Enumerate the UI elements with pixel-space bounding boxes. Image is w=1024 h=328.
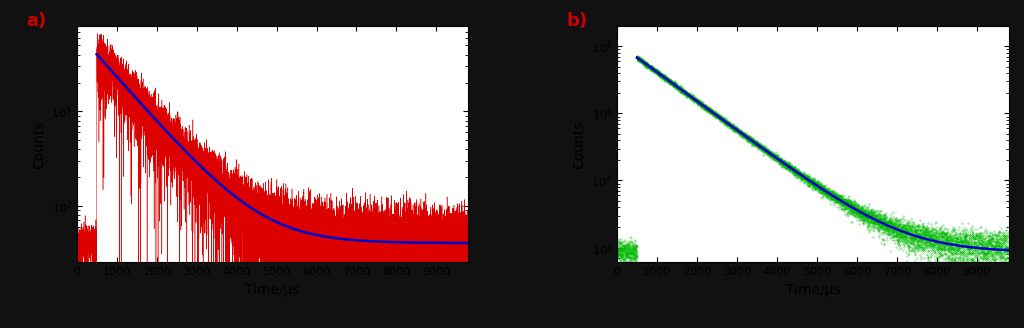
- Y-axis label: Counts: Counts: [571, 120, 586, 169]
- Text: b): b): [566, 12, 588, 30]
- X-axis label: Time/μs: Time/μs: [785, 283, 840, 297]
- X-axis label: Time/μs: Time/μs: [246, 283, 300, 297]
- Y-axis label: Counts: Counts: [32, 120, 46, 169]
- Text: a): a): [26, 12, 46, 30]
